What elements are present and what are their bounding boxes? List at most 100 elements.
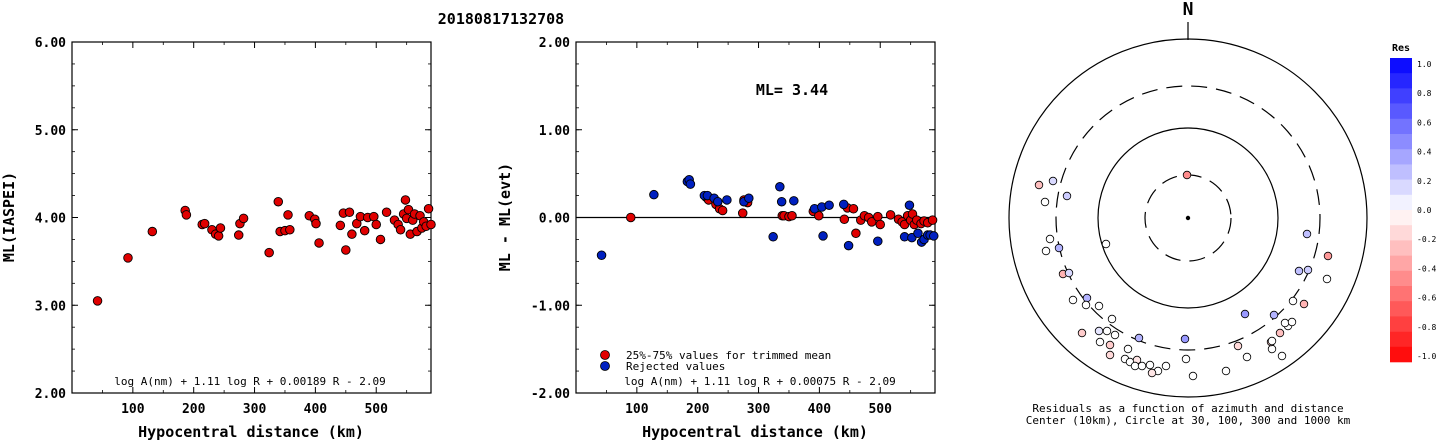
data-point [283, 210, 293, 220]
y-tick-label: 3.00 [35, 299, 66, 314]
station-point [1102, 326, 1112, 336]
station-point [1182, 170, 1192, 180]
colorbar-cell [1390, 73, 1412, 89]
station-point [1105, 350, 1115, 360]
data-point [335, 220, 346, 231]
data-point [873, 236, 883, 246]
station-point [1041, 246, 1051, 256]
data-point [371, 219, 381, 230]
data-point [843, 240, 854, 251]
station-point [1299, 299, 1309, 309]
station-point [1267, 344, 1277, 354]
station-point [1180, 334, 1190, 344]
station-point [1137, 361, 1147, 371]
data-point [238, 213, 249, 224]
colorbar-cell [1390, 103, 1412, 120]
data-point [744, 193, 754, 203]
data-point [717, 205, 728, 216]
station-point [1094, 326, 1104, 336]
ml-annotation: ML= 3.44 [756, 81, 828, 99]
station-point [1221, 366, 1231, 376]
station-point [1294, 266, 1304, 276]
colorbar-title: Res [1392, 43, 1410, 54]
station-point [1242, 352, 1252, 362]
data-point [851, 228, 861, 239]
station-point [1123, 344, 1133, 354]
x-tick-label: 400 [808, 402, 832, 417]
y-tick-label: 6.00 [35, 36, 66, 51]
colorbar-cell [1390, 210, 1412, 226]
data-point [776, 196, 787, 207]
x-tick-label: 300 [747, 402, 771, 417]
station-point [1101, 239, 1111, 249]
colorbar-tick-label: -0.8 [1417, 323, 1436, 332]
legend-marker-trimmed [600, 350, 610, 360]
colorbar-tick-label: 0.8 [1417, 89, 1432, 98]
colorbar-tick-label: -0.4 [1417, 264, 1436, 273]
left-x-ticks: 100 200 300 400 500 [102, 42, 408, 417]
ring-100km [1097, 127, 1279, 309]
data-point [927, 215, 938, 225]
mid-data-points [596, 175, 939, 260]
colorbar-cell [1390, 134, 1412, 150]
colorbar-tick-label: -0.2 [1417, 235, 1436, 244]
colorbar-cell [1390, 179, 1412, 196]
data-point [344, 207, 355, 217]
colorbar-tick-label: -1.0 [1417, 352, 1436, 361]
data-point [264, 247, 274, 258]
mid-x-ticks: 100 200 300 400 500 [606, 42, 912, 417]
colorbar-cells [1390, 58, 1412, 363]
station-point [1181, 354, 1191, 364]
mid-legend: 25%-75% values for trimmed mean Rejected… [600, 349, 831, 373]
mid-formula: log A(nm) + 1.11 log R + 0.00075 R - 2.0… [624, 375, 896, 388]
colorbar-ticks: 1.0 0.8 0.6 0.4 0.2 0.0 -0.2 -0.4 -0.6 -0.8 -1.0 [1417, 60, 1436, 361]
data-point [737, 208, 748, 218]
y-tick-label: 2.00 [35, 387, 66, 402]
data-point [875, 219, 885, 230]
colorbar-cell [1390, 346, 1412, 363]
colorbar-cell [1390, 118, 1412, 135]
colorbar-cell [1390, 286, 1412, 302]
colorbar-cell [1390, 331, 1412, 348]
x-tick-label: 400 [304, 402, 328, 417]
colorbar-cell [1390, 270, 1412, 287]
station-point [1267, 336, 1277, 346]
station-point [1134, 333, 1144, 343]
colorbar-cell [1390, 88, 1412, 104]
ring-1000km [1008, 38, 1368, 398]
station-point [1161, 361, 1171, 371]
data-point [713, 196, 723, 207]
station-point [1147, 368, 1157, 378]
x-tick-label: 500 [364, 402, 388, 417]
data-point [395, 225, 406, 235]
data-point [848, 203, 859, 214]
station-point [1094, 301, 1104, 311]
data-point [426, 219, 436, 230]
colorbar-cell [1390, 255, 1412, 272]
data-point [400, 195, 411, 205]
data-point [839, 214, 850, 225]
legend-label-rejected: Rejected values [626, 360, 725, 373]
data-point [775, 182, 785, 192]
colorbar-tick-label: -0.6 [1417, 294, 1436, 303]
x-tick-label: 200 [686, 402, 710, 417]
colorbar-cell [1390, 316, 1412, 332]
y-tick-label: 2.00 [539, 36, 570, 51]
left-y-axis-label: ML(IASPEI) [0, 172, 18, 262]
data-point [233, 230, 244, 240]
station-point [1302, 229, 1312, 239]
mid-y-axis-label: ML - ML(evt) [496, 163, 514, 271]
ring-300km [1055, 85, 1321, 351]
data-point [285, 225, 295, 235]
data-point [381, 207, 392, 217]
colorbar-tick-label: 0.0 [1417, 206, 1432, 215]
data-point [341, 245, 351, 255]
x-tick-label: 200 [182, 402, 206, 417]
station-point [1105, 340, 1115, 350]
legend-label-trimmed: 25%-75% values for trimmed mean [626, 349, 831, 362]
station-point [1048, 176, 1058, 186]
data-point [213, 231, 224, 241]
colorbar-tick-label: 1.0 [1417, 60, 1432, 69]
data-point [359, 225, 370, 236]
colorbar-cell [1390, 149, 1412, 165]
